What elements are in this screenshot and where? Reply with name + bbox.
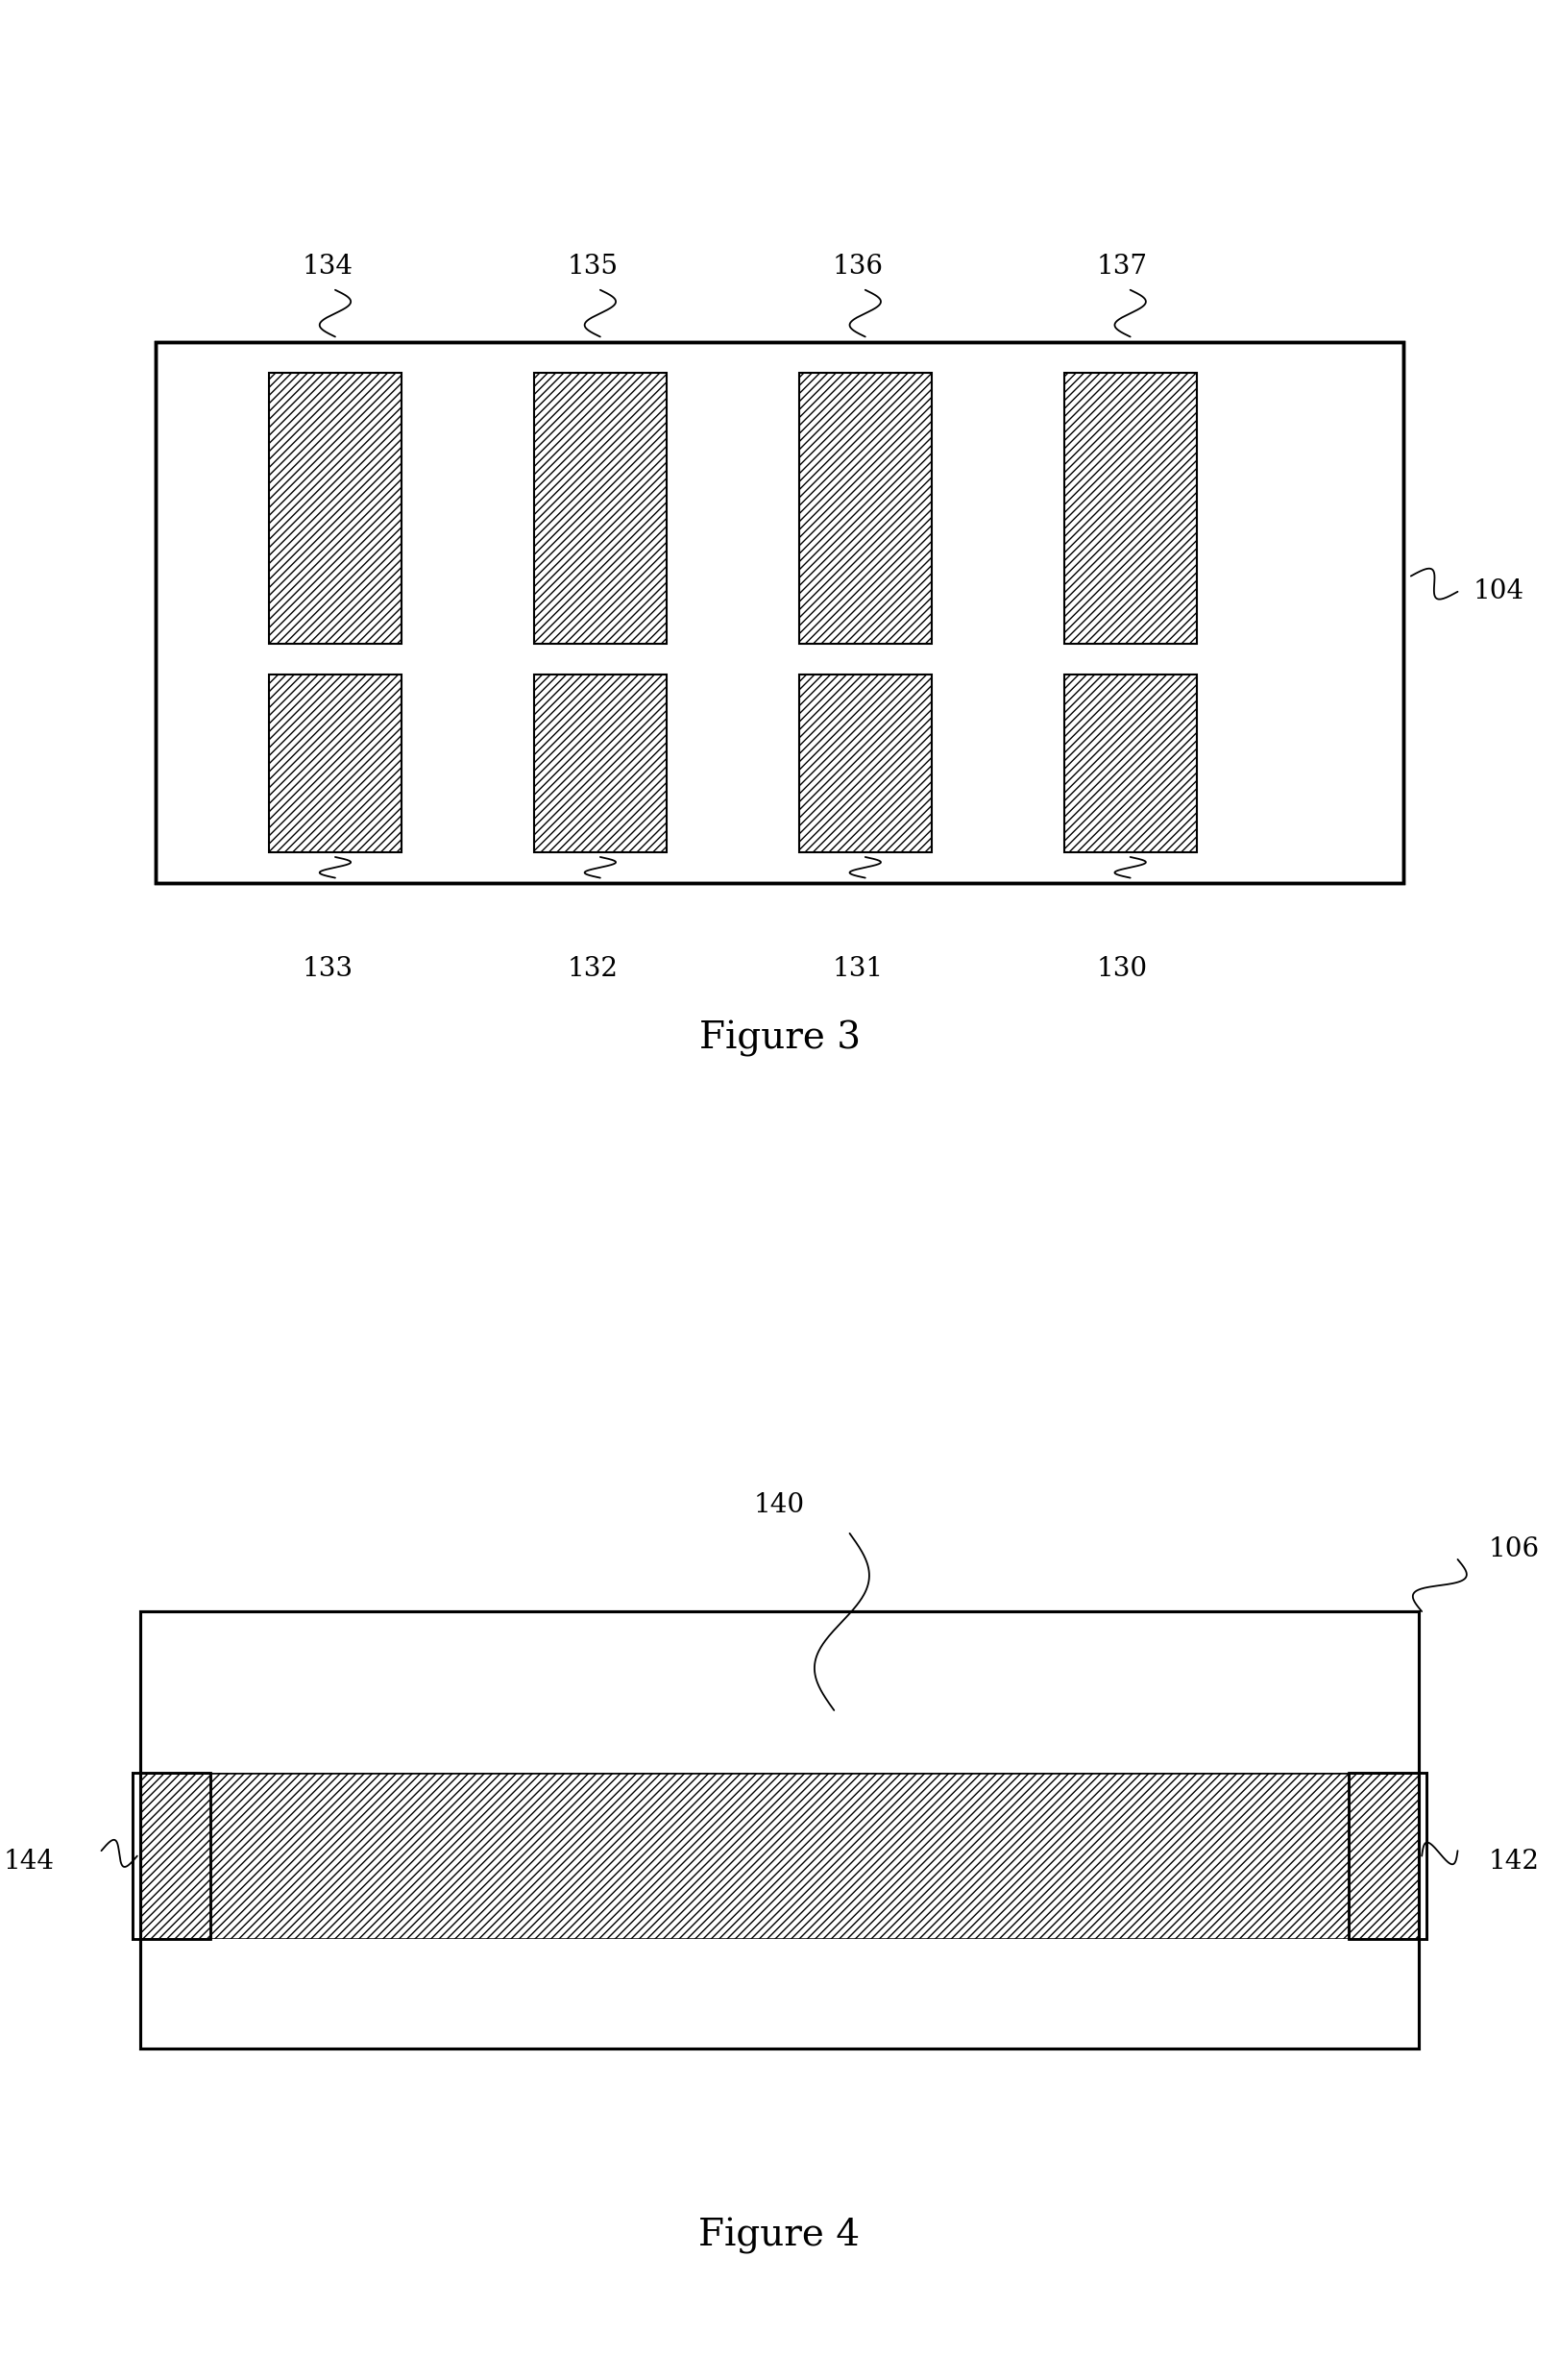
Bar xyxy=(800,374,932,643)
Bar xyxy=(1419,1611,1426,2049)
Text: 132: 132 xyxy=(567,957,617,983)
Bar xyxy=(133,1773,210,1940)
Bar xyxy=(533,374,667,643)
Bar xyxy=(133,1611,140,2049)
Text: 130: 130 xyxy=(1098,957,1147,983)
Text: Figure 3: Figure 3 xyxy=(698,1021,861,1057)
Bar xyxy=(133,1773,210,1940)
Bar xyxy=(140,1611,1419,1773)
Bar xyxy=(140,1940,1419,2049)
Bar xyxy=(268,374,402,643)
Text: 106: 106 xyxy=(1489,1535,1540,1561)
Text: 104: 104 xyxy=(1473,578,1525,605)
Bar xyxy=(133,1773,1426,1940)
Bar xyxy=(156,343,1403,883)
Bar xyxy=(1349,1773,1426,1940)
Text: 136: 136 xyxy=(833,255,882,278)
Text: 144: 144 xyxy=(3,1849,55,1873)
Text: 142: 142 xyxy=(1489,1849,1540,1873)
Bar xyxy=(533,676,667,852)
Bar xyxy=(1349,1773,1426,1940)
Text: 133: 133 xyxy=(302,957,352,983)
Bar xyxy=(140,1611,1419,2049)
Bar xyxy=(800,676,932,852)
Bar xyxy=(140,1611,1419,2049)
Bar xyxy=(1063,374,1197,643)
Text: 137: 137 xyxy=(1098,255,1147,278)
Bar xyxy=(156,343,1403,883)
Bar xyxy=(1349,1773,1426,1940)
Text: 134: 134 xyxy=(302,255,352,278)
Text: 140: 140 xyxy=(755,1492,804,1518)
Bar xyxy=(140,1611,1419,2049)
Text: Figure 4: Figure 4 xyxy=(698,2218,861,2254)
Bar xyxy=(268,676,402,852)
Text: 131: 131 xyxy=(833,957,882,983)
Bar xyxy=(133,1773,210,1940)
Bar xyxy=(1063,676,1197,852)
Text: 135: 135 xyxy=(567,255,617,278)
